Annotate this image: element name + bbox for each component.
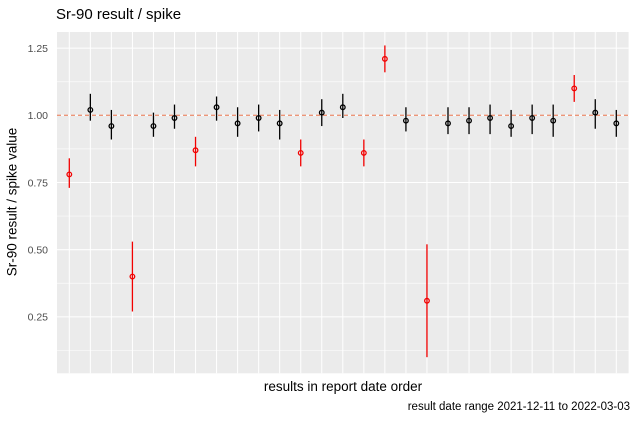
data-point xyxy=(402,117,409,124)
y-axis-title: Sr-90 result / spike value xyxy=(4,127,20,277)
data-point xyxy=(129,273,136,280)
data-point xyxy=(213,104,220,111)
data-point xyxy=(360,149,367,156)
data-point xyxy=(529,115,536,121)
data-point xyxy=(381,55,388,62)
chart-caption: result date range 2021-12-11 to 2022-03-… xyxy=(407,401,630,413)
data-point xyxy=(571,85,578,92)
y-tick-label: 1.00 xyxy=(28,110,49,122)
y-tick-label: 0.50 xyxy=(28,244,49,256)
data-point xyxy=(171,115,178,121)
data-point xyxy=(613,120,620,127)
x-axis-title: results in report date order xyxy=(263,379,423,394)
data-point xyxy=(487,115,494,121)
data-point xyxy=(424,297,430,304)
data-point xyxy=(66,171,73,178)
data-point xyxy=(87,106,94,113)
data-point xyxy=(255,115,262,121)
y-tick-label: 0.75 xyxy=(28,177,49,189)
chart-title: Sr-90 result / spike xyxy=(56,6,182,23)
data-point xyxy=(508,123,515,130)
data-point xyxy=(318,109,325,116)
y-tick-label: 0.25 xyxy=(28,312,49,324)
data-point xyxy=(234,120,241,127)
data-point xyxy=(550,117,557,124)
data-point xyxy=(466,117,472,124)
data-point xyxy=(276,120,283,127)
data-point xyxy=(150,123,157,130)
y-tick-label: 1.25 xyxy=(28,43,49,55)
data-point xyxy=(108,123,115,130)
data-point xyxy=(445,120,451,127)
data-point xyxy=(192,147,199,154)
data-point xyxy=(592,109,599,116)
data-point xyxy=(339,104,346,111)
data-point xyxy=(297,149,304,156)
